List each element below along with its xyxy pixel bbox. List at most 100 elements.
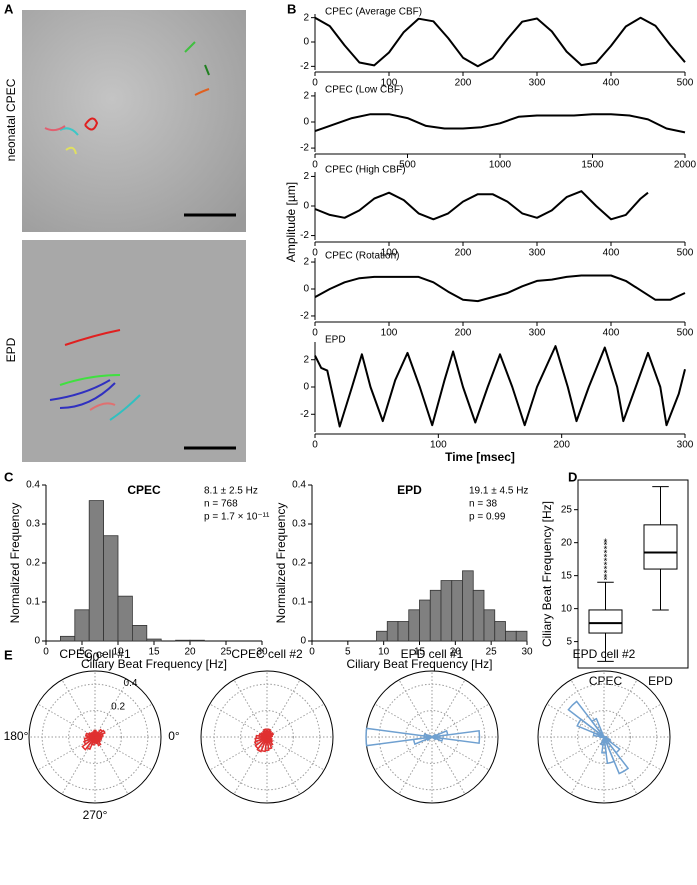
x-tick-label: 400 <box>603 328 620 339</box>
annotation: 19.1 ± 4.5 Hz <box>469 486 528 497</box>
grid-spoke <box>61 679 96 738</box>
x-tick-label: 100 <box>381 328 398 339</box>
chart-title: CPEC cell #2 <box>231 647 303 661</box>
grid-spoke <box>603 703 662 738</box>
chart-title: EPD cell #2 <box>573 647 636 661</box>
y-tick-label: 5 <box>566 636 572 647</box>
grid-spoke <box>431 736 466 795</box>
x-tick-label: 300 <box>529 328 546 339</box>
rose-petal <box>426 736 433 742</box>
rose-petal <box>266 736 274 744</box>
x-tick-label: 1500 <box>581 160 604 171</box>
grid-circle <box>68 710 122 764</box>
x-tick-label: 100 <box>430 440 447 451</box>
y-tick-label: 0.3 <box>292 519 306 530</box>
grid-spoke <box>398 679 433 738</box>
x-tick-label: 0 <box>312 248 318 259</box>
theta-label: 90° <box>86 650 104 664</box>
y-axis-label: Ciliary Beat Frequency [Hz] <box>540 501 554 647</box>
y-axis-label: Normalized Frequency <box>274 503 288 624</box>
x-tick-label: 0 <box>312 328 318 339</box>
outlier: * <box>604 560 608 571</box>
chart-title: CPEC <box>127 483 161 497</box>
grid-spoke <box>233 736 268 795</box>
rose-petal <box>256 736 268 753</box>
panel-letter: C <box>4 469 14 484</box>
rose-petal <box>93 729 97 738</box>
histogram-bar <box>74 609 90 642</box>
histogram-bar <box>386 621 399 642</box>
cilia-traces <box>44 41 210 421</box>
x-tick-label: 25 <box>220 647 232 658</box>
grid-spoke <box>431 679 466 738</box>
y-tick-label: 0 <box>303 117 309 128</box>
panel-letter: B <box>287 1 296 16</box>
rose-petal <box>576 718 605 738</box>
y-tick-label: 2 <box>303 257 309 268</box>
panel-letter: E <box>4 647 13 662</box>
outlier: * <box>604 576 608 587</box>
annotation: n = 38 <box>469 499 498 510</box>
rose-petal <box>603 736 612 743</box>
image-label: neonatal CPEC <box>4 78 18 161</box>
grid-spoke <box>209 736 268 771</box>
rose-petal <box>261 729 268 738</box>
rose-petal <box>599 735 605 739</box>
grid-spoke <box>37 703 96 738</box>
outlier: * <box>604 553 608 564</box>
theta-label: 0° <box>168 729 180 743</box>
histogram-bar <box>472 589 485 642</box>
rose-petal <box>266 736 272 740</box>
y-tick-label: -2 <box>300 409 309 420</box>
rose-petal <box>260 736 268 753</box>
grid-circle <box>577 710 631 764</box>
x-tick-label: 500 <box>677 248 694 259</box>
rose-petal <box>603 736 621 754</box>
x-axis-label: Time [msec] <box>445 450 515 464</box>
grid-spoke <box>37 736 96 771</box>
x-tick-label: 100 <box>381 248 398 259</box>
rose-petal <box>264 736 270 751</box>
x-tick-label: 20 <box>450 647 462 658</box>
x-tick-label: 300 <box>529 78 546 89</box>
rose-petal <box>263 728 268 738</box>
y-tick-label: -2 <box>300 61 309 72</box>
chart-title: EPD cell #1 <box>401 647 464 661</box>
histogram-bar <box>462 570 474 642</box>
rose-petal <box>592 732 605 738</box>
x-tick-label: 5 <box>345 647 351 658</box>
grid-spoke <box>546 736 605 771</box>
plot-frame <box>577 479 689 669</box>
histogram-bar <box>376 630 388 642</box>
grid-spoke <box>266 736 325 771</box>
x-tick-label: 0 <box>312 160 318 171</box>
x-tick-label: 200 <box>455 328 472 339</box>
rose-petal <box>603 736 608 739</box>
y-tick-label: 0 <box>303 37 309 48</box>
polar-frame <box>537 670 671 804</box>
outlier: * <box>604 537 608 548</box>
x-tick-label: 20 <box>184 647 196 658</box>
y-tick-label: 10 <box>561 603 573 614</box>
histogram-bar <box>131 625 148 642</box>
chart-title: CPEC (Low CBF) <box>325 85 403 96</box>
x-tick-label: 0 <box>309 647 315 658</box>
y-tick-label: 25 <box>561 504 573 515</box>
x-tick-label: 400 <box>603 78 620 89</box>
line <box>314 190 649 221</box>
histogram-bar <box>175 639 191 642</box>
annotation: p = 1.7 × 10⁻¹¹ <box>204 512 270 523</box>
chart-title: CPEC cell #1 <box>59 647 131 661</box>
rose-petal <box>92 730 96 738</box>
x-tick-label: 200 <box>553 440 570 451</box>
rose-petal <box>412 736 433 746</box>
rose-petal <box>94 736 102 744</box>
rose-petal <box>266 736 274 747</box>
x-tick-label: 400 <box>603 248 620 259</box>
image-label: EPD <box>4 337 18 362</box>
grid-spoke <box>266 736 301 795</box>
grid-spoke <box>94 736 153 771</box>
x-tick-label: 10 <box>378 647 390 658</box>
x-axis-label: Ciliary Beat Frequency [Hz] <box>346 657 492 671</box>
